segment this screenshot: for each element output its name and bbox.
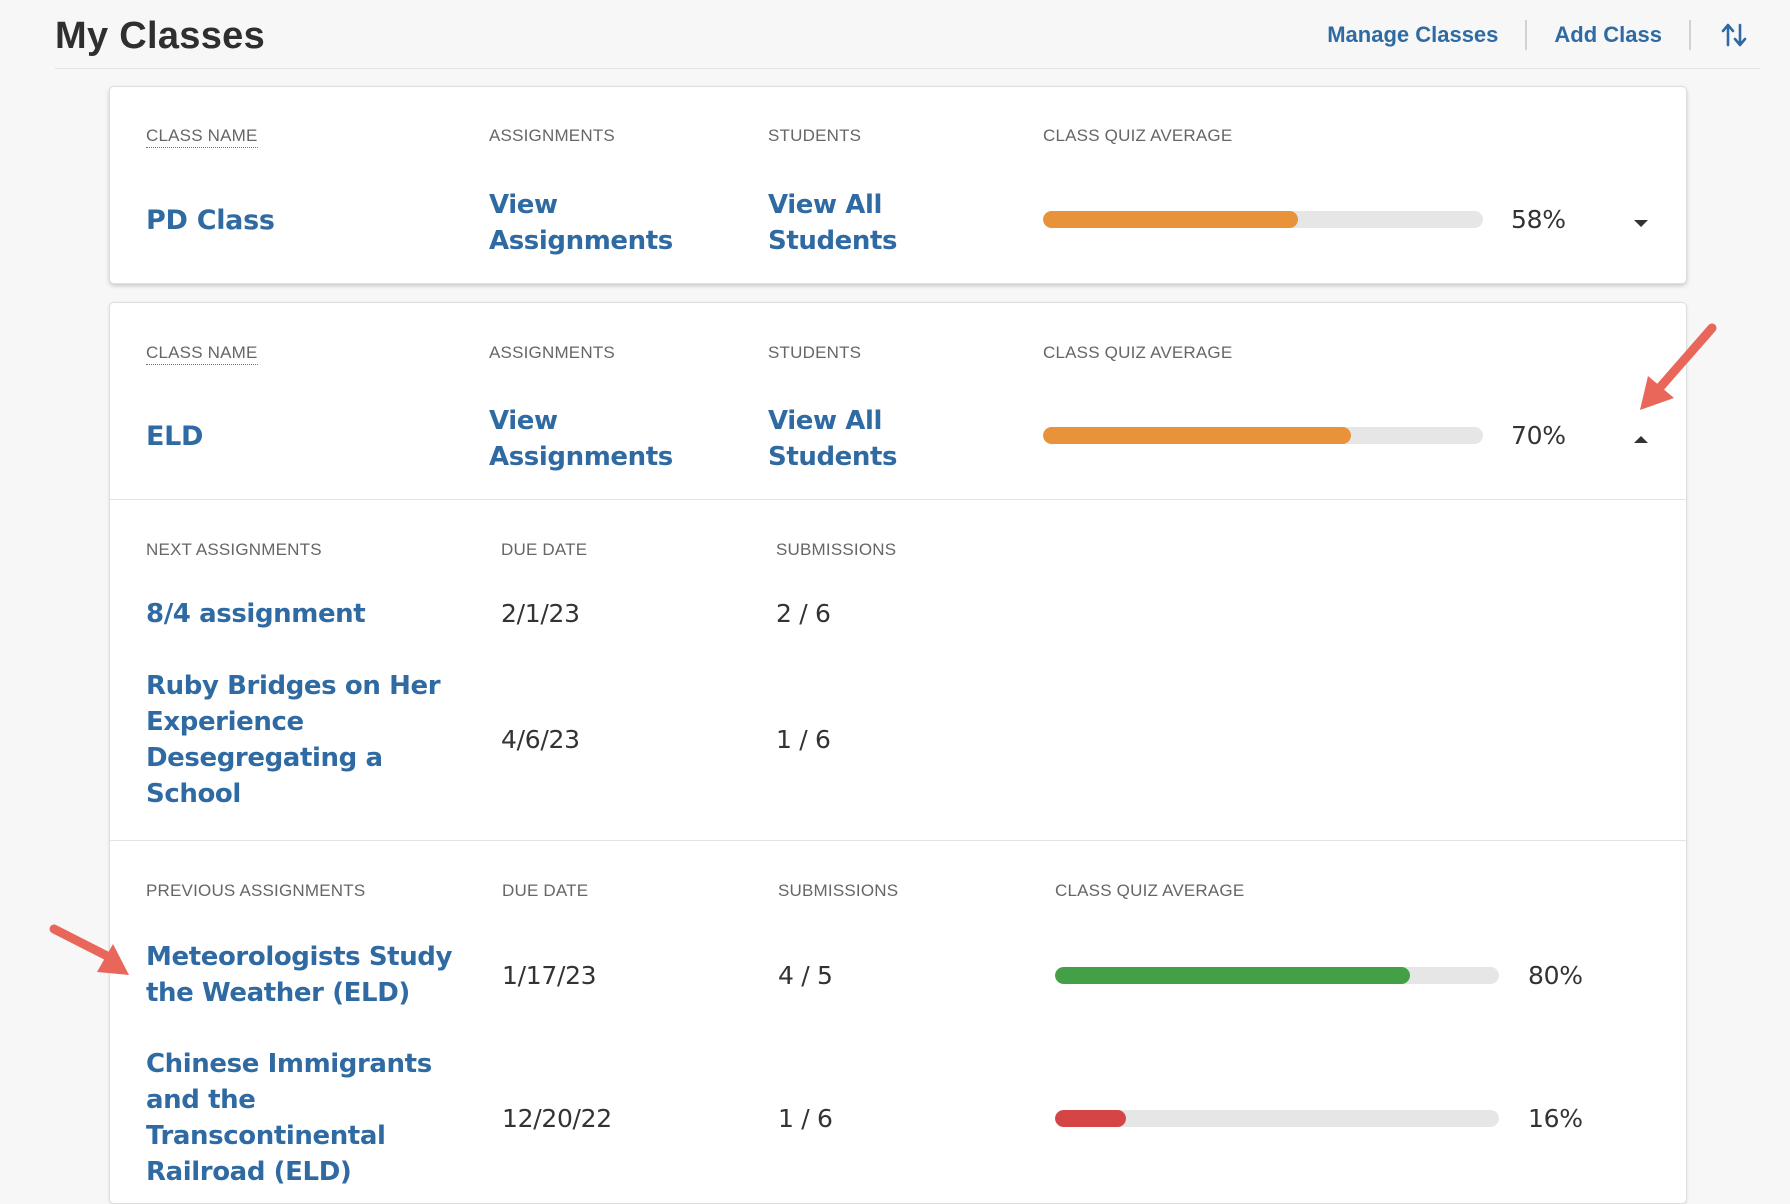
quiz-average-bar	[1055, 1110, 1499, 1127]
section-divider	[110, 499, 1686, 500]
class-name-link[interactable]: ELD	[146, 421, 204, 452]
col-header-students: STUDENTS	[768, 343, 862, 362]
quiz-average-bar-fill	[1043, 211, 1299, 228]
header-actions: Manage Classes Add Class	[1327, 16, 1760, 54]
class-card-pd: CLASS NAME ASSIGNMENTS STUDENTS CLASS QU…	[109, 86, 1687, 284]
quiz-average-value: 16%	[1528, 1104, 1583, 1133]
link-line: Railroad (ELD)	[146, 1157, 352, 1187]
link-line: Assignments	[489, 226, 673, 256]
link-line: View All	[768, 190, 883, 220]
quiz-average-value: 58%	[1511, 205, 1566, 234]
col-header-quiz-average: CLASS QUIZ AVERAGE	[1043, 343, 1233, 362]
link-line: School	[146, 779, 241, 809]
link-line: Desegregating a	[146, 743, 383, 773]
annotation-arrow-icon	[49, 924, 129, 975]
link-line: the Weather (ELD)	[146, 978, 410, 1008]
link-line: Assignments	[489, 442, 673, 472]
link-line: View	[489, 406, 558, 436]
submissions-count: 1 / 6	[778, 1104, 833, 1133]
col-header-submissions: SUBMISSIONS	[776, 540, 897, 559]
due-date: 1/17/23	[502, 961, 597, 990]
class-name-link[interactable]: PD Class	[146, 205, 275, 236]
col-header-assignments: ASSIGNMENTS	[489, 126, 615, 145]
view-all-students-link[interactable]: View All Students	[768, 187, 898, 259]
quiz-average-value: 70%	[1511, 421, 1566, 450]
link-line: Meteorologists Study	[146, 942, 453, 972]
quiz-average-bar	[1055, 967, 1499, 984]
collapse-caret-up-icon[interactable]	[1634, 436, 1648, 443]
assignment-link[interactable]: Chinese Immigrants and the Transcontinen…	[146, 1046, 432, 1190]
link-line: Transcontinental	[146, 1121, 386, 1151]
assignment-link[interactable]: 8/4 assignment	[146, 596, 366, 632]
link-line: Students	[768, 442, 898, 472]
header-divider	[1689, 20, 1691, 50]
col-header-quiz-average: CLASS QUIZ AVERAGE	[1043, 126, 1233, 145]
col-header-class-name: CLASS NAME	[146, 343, 258, 365]
col-header-submissions: SUBMISSIONS	[778, 881, 899, 900]
quiz-average-bar-fill	[1055, 967, 1411, 984]
col-header-quiz-average: CLASS QUIZ AVERAGE	[1055, 881, 1245, 900]
quiz-average-value: 80%	[1528, 961, 1583, 990]
class-card-eld: CLASS NAME ASSIGNMENTS STUDENTS CLASS QU…	[109, 302, 1687, 1204]
link-line: and the	[146, 1085, 256, 1115]
col-header-due-date: DUE DATE	[501, 540, 588, 559]
submissions-count: 1 / 6	[776, 725, 831, 754]
view-assignments-link[interactable]: View Assignments	[489, 403, 673, 475]
section-divider	[110, 840, 1686, 841]
link-line: View All	[768, 406, 883, 436]
link-line: Chinese Immigrants	[146, 1049, 432, 1079]
due-date: 4/6/23	[501, 725, 580, 754]
submissions-count: 2 / 6	[776, 599, 831, 628]
page-header: My Classes Manage Classes Add Class	[55, 0, 1760, 69]
quiz-average-bar-fill	[1043, 427, 1351, 444]
due-date: 12/20/22	[502, 1104, 612, 1133]
page-title: My Classes	[55, 15, 266, 57]
col-header-class-name: CLASS NAME	[146, 126, 258, 148]
submissions-count: 4 / 5	[778, 961, 833, 990]
col-header-students: STUDENTS	[768, 126, 862, 145]
view-assignments-link[interactable]: View Assignments	[489, 187, 673, 259]
manage-classes-link[interactable]: Manage Classes	[1327, 22, 1499, 47]
link-line: Students	[768, 226, 898, 256]
expand-caret-down-icon[interactable]	[1634, 220, 1648, 227]
assignment-link[interactable]: Meteorologists Study the Weather (ELD)	[146, 939, 452, 1011]
col-header-previous-assignments: PREVIOUS ASSIGNMENTS	[146, 881, 366, 900]
due-date: 2/1/23	[501, 599, 580, 628]
col-header-next-assignments: NEXT ASSIGNMENTS	[146, 540, 322, 559]
annotation-arrow-icon	[1640, 323, 1717, 410]
quiz-average-bar	[1043, 427, 1483, 444]
assignment-link[interactable]: Ruby Bridges on Her Experience Desegrega…	[146, 668, 441, 812]
col-header-due-date: DUE DATE	[502, 881, 589, 900]
add-class-link[interactable]: Add Class	[1554, 22, 1662, 47]
view-all-students-link[interactable]: View All Students	[768, 403, 898, 475]
link-line: Ruby Bridges on Her	[146, 671, 441, 701]
link-line: View	[489, 190, 558, 220]
col-header-assignments: ASSIGNMENTS	[489, 343, 615, 362]
quiz-average-bar	[1043, 211, 1483, 228]
link-line: 8/4 assignment	[146, 599, 366, 629]
header-divider	[1525, 20, 1528, 50]
quiz-average-bar-fill	[1055, 1110, 1127, 1127]
link-line: Experience	[146, 707, 304, 737]
sort-arrows-icon[interactable]	[1718, 19, 1750, 51]
